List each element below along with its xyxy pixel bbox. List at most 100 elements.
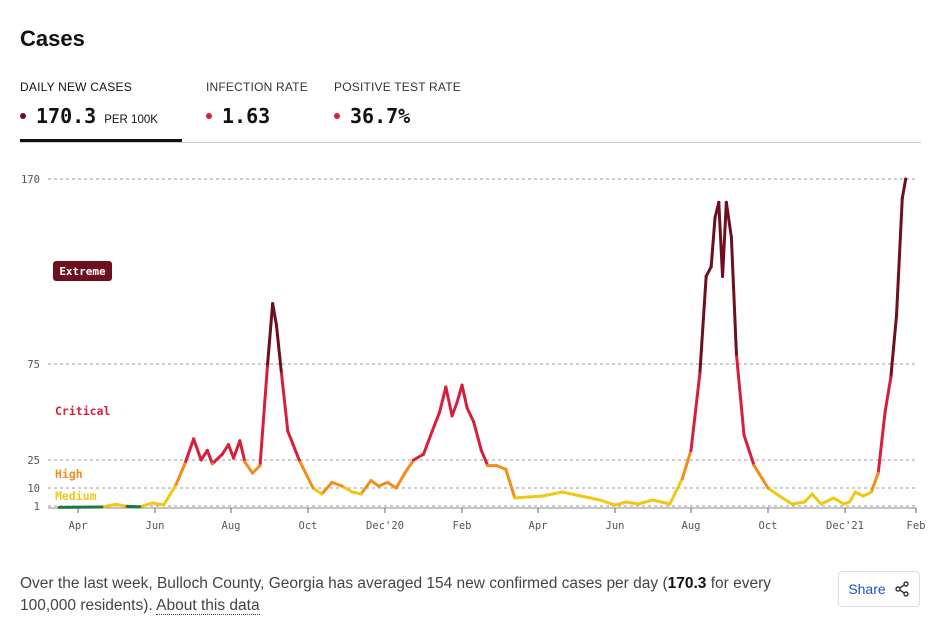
data-line-segment bbox=[438, 385, 448, 414]
data-line-segment bbox=[742, 433, 756, 468]
data-line-segment bbox=[403, 458, 416, 475]
data-point bbox=[271, 302, 275, 306]
summary-lead: Over the last week, Bulloch County, Geor… bbox=[20, 575, 668, 592]
data-point bbox=[444, 385, 448, 389]
data-point bbox=[220, 452, 224, 456]
tab-positive-test-rate[interactable]: POSITIVE TEST RATE 36.7% bbox=[334, 80, 474, 128]
share-label: Share bbox=[848, 581, 886, 597]
risk-label-high: High bbox=[55, 467, 83, 481]
data-point bbox=[57, 505, 61, 509]
data-line-segment bbox=[526, 494, 545, 499]
data-point bbox=[472, 420, 476, 424]
data-point bbox=[668, 502, 672, 506]
data-point bbox=[412, 458, 416, 462]
data-point bbox=[842, 502, 846, 506]
data-point bbox=[613, 503, 617, 507]
data-point bbox=[486, 464, 490, 468]
data-line-segment bbox=[752, 464, 770, 490]
data-line-segment bbox=[698, 274, 708, 376]
data-line-segment bbox=[369, 479, 381, 488]
data-point bbox=[704, 274, 708, 278]
data-point bbox=[359, 492, 363, 496]
data-line-segment bbox=[680, 448, 693, 481]
data-point bbox=[650, 498, 654, 502]
data-line-segment bbox=[266, 302, 275, 366]
data-point bbox=[258, 464, 262, 468]
data-point bbox=[311, 486, 315, 490]
data-line-segment bbox=[460, 383, 469, 410]
tab-unit: PER 100K bbox=[104, 114, 158, 126]
data-line-segment bbox=[150, 501, 166, 507]
data-line-segment bbox=[199, 448, 209, 462]
x-tick-label: Dec'21 bbox=[826, 520, 864, 532]
status-dot bbox=[206, 113, 212, 119]
x-tick-label: Aug bbox=[682, 520, 701, 532]
about-data-link[interactable]: About this data bbox=[156, 597, 260, 615]
data-line-segment bbox=[810, 492, 823, 506]
data-line-segment bbox=[138, 501, 154, 509]
data-line-segment bbox=[541, 490, 564, 498]
data-point bbox=[526, 495, 530, 499]
data-line-segment bbox=[465, 406, 476, 424]
data-point bbox=[422, 452, 425, 456]
share-button[interactable]: Share bbox=[838, 571, 920, 607]
data-point bbox=[752, 464, 756, 468]
tab-value: 170.3 bbox=[36, 104, 97, 128]
data-line-segment bbox=[162, 482, 178, 507]
data-line-segment bbox=[560, 490, 583, 498]
data-point bbox=[243, 460, 247, 464]
data-line-segment bbox=[450, 400, 459, 418]
data-line-segment bbox=[350, 490, 363, 496]
data-line-segment bbox=[624, 500, 641, 506]
tab-daily-new-cases[interactable]: DAILY NEW CASES 170.3 PER 100K bbox=[20, 80, 182, 142]
data-line-segment bbox=[895, 196, 904, 317]
data-point bbox=[541, 494, 545, 498]
data-line-segment bbox=[876, 410, 887, 475]
data-line-segment bbox=[777, 494, 794, 506]
data-point bbox=[724, 200, 728, 204]
tab-infection-rate[interactable]: INFECTION RATE 1.63 bbox=[206, 80, 316, 128]
data-point bbox=[560, 490, 564, 494]
data-line-segment bbox=[279, 372, 290, 433]
data-line-segment bbox=[704, 265, 713, 278]
summary-text: Over the last week, Bulloch County, Geor… bbox=[20, 573, 800, 617]
x-tick-label: Apr bbox=[529, 520, 548, 532]
data-line-segment bbox=[613, 500, 628, 507]
data-line-segment bbox=[721, 200, 728, 278]
data-point bbox=[861, 494, 865, 498]
data-point bbox=[150, 501, 154, 505]
data-point bbox=[717, 200, 721, 204]
y-tick-label: 75 bbox=[27, 359, 40, 371]
data-point bbox=[330, 480, 334, 484]
data-line-segment bbox=[258, 362, 270, 468]
data-point bbox=[465, 406, 469, 410]
data-line-segment bbox=[848, 490, 857, 504]
x-tick-label: Aug bbox=[222, 520, 241, 532]
data-line-segment bbox=[174, 462, 187, 486]
data-point bbox=[680, 477, 684, 481]
data-point bbox=[876, 471, 880, 475]
x-tick-label: Oct bbox=[759, 520, 778, 532]
cases-chart[interactable]: 1 10 25 75 170 Apr Jun Aug Oct Dec'20 Feb Apr Jun Aug… bbox=[0, 150, 939, 545]
data-point bbox=[883, 410, 887, 414]
status-dot bbox=[20, 113, 26, 119]
data-point bbox=[766, 486, 770, 490]
data-point bbox=[450, 414, 454, 418]
data-point bbox=[266, 362, 270, 366]
data-line-segment bbox=[227, 443, 236, 460]
tab-label: INFECTION RATE bbox=[206, 80, 308, 94]
data-point bbox=[869, 490, 873, 494]
data-point bbox=[250, 471, 254, 475]
data-line-segment bbox=[504, 467, 517, 500]
status-dot bbox=[334, 113, 340, 119]
data-point bbox=[403, 471, 407, 475]
data-point bbox=[853, 490, 857, 494]
data-line-segment bbox=[513, 495, 530, 500]
data-line-segment bbox=[883, 375, 893, 414]
data-point bbox=[513, 496, 517, 500]
x-tick-label: Jun bbox=[146, 520, 165, 532]
data-line-segment bbox=[311, 486, 324, 496]
data-line-segment bbox=[385, 480, 398, 490]
data-point bbox=[138, 505, 142, 509]
data-point bbox=[238, 439, 242, 443]
